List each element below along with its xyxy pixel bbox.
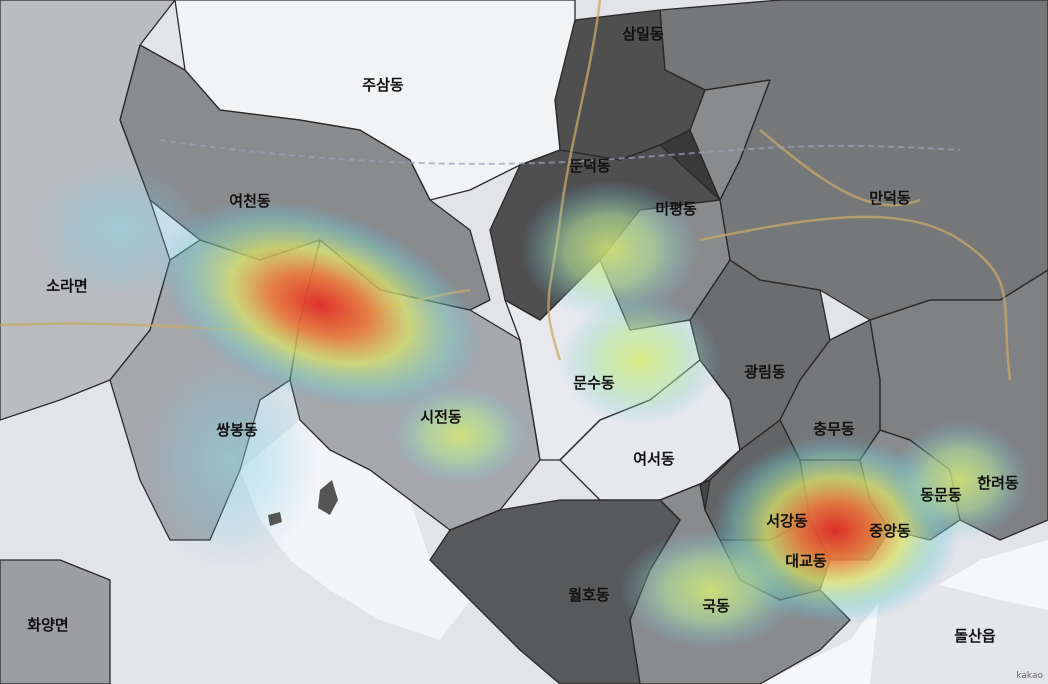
- railway: [159, 139, 961, 165]
- label-yeoseo: 여서동: [633, 450, 675, 468]
- label-daegyo: 대교동: [785, 552, 827, 570]
- label-gwangnim: 광림동: [744, 363, 786, 381]
- district-labels: 삼일동 주삼동 여천동 소라면 둔덕동 미평동 만덕동 쌍봉동 시전동 문수동 …: [27, 25, 1019, 645]
- kakao-watermark: kakao: [1016, 671, 1043, 681]
- label-seogang: 서강동: [766, 512, 808, 530]
- heat-blob-sijeon: [390, 385, 530, 485]
- label-guk: 국동: [702, 597, 730, 615]
- heat-blob-mipyeong: [520, 180, 700, 320]
- heat-layer: [30, 160, 1030, 650]
- islet: [268, 512, 282, 526]
- label-jungang: 중앙동: [869, 522, 911, 540]
- heat-blob-ssangbong: [140, 350, 320, 570]
- label-munsu: 문수동: [573, 374, 615, 392]
- label-sijeon: 시전동: [420, 408, 462, 426]
- heat-blob-hanryeo: [890, 420, 1030, 540]
- label-mipyeong: 미평동: [655, 200, 697, 218]
- dolsan-island: [870, 585, 1048, 684]
- label-dongmun: 동문동: [920, 486, 962, 504]
- label-mandeok: 만덕동: [869, 189, 911, 207]
- label-yeocheon: 여천동: [229, 192, 271, 210]
- label-dolsan: 돌산읍: [954, 627, 996, 645]
- heat-blob-guk: [620, 530, 800, 650]
- district-hwayang[interactable]: [0, 559, 111, 684]
- label-sora: 소라면: [46, 277, 87, 295]
- label-samil: 삼일동: [622, 25, 664, 43]
- label-dundeok: 둔덕동: [569, 157, 611, 175]
- islet: [318, 480, 338, 515]
- label-ssangbong: 쌍봉동: [216, 421, 258, 439]
- heat-blob-sora: [30, 160, 210, 300]
- heat-blob-munsu: [560, 295, 720, 425]
- label-chungmu: 충무동: [813, 420, 855, 438]
- label-hanryeo: 한려동: [977, 474, 1019, 492]
- label-hwayang: 화양면: [27, 616, 68, 634]
- label-jusam: 주삼동: [362, 76, 404, 94]
- label-wolho: 월호동: [568, 586, 610, 604]
